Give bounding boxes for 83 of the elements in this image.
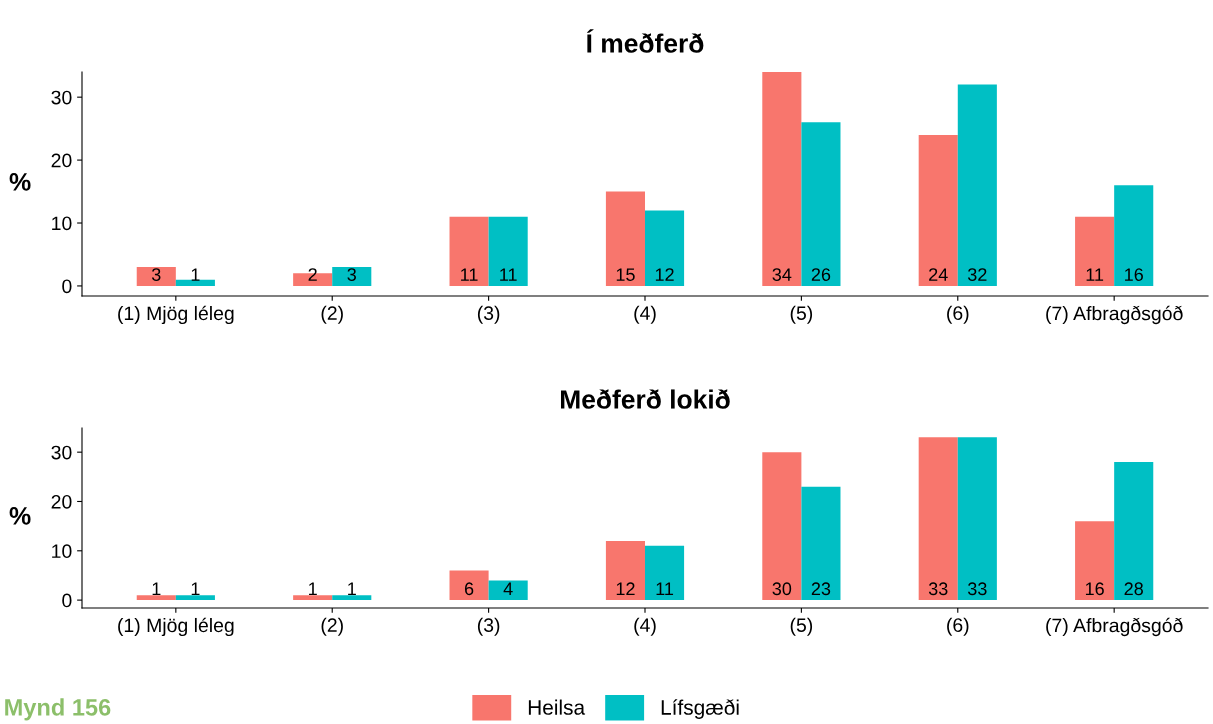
data-label: 15 [616,268,635,281]
chart-title: Meðferð lokið [561,389,730,409]
data-label: 26 [811,268,831,281]
bar [801,122,841,286]
legend-label: Lífsgæði [661,699,739,719]
data-label: 11 [1086,268,1104,281]
data-label: 23 [811,582,831,596]
bar [1075,216,1115,286]
x-tick-label: (6) [947,617,969,636]
data-label: 33 [967,582,987,596]
data-label: 33 [928,582,948,596]
data-label: 11 [500,268,517,281]
bar [449,216,489,286]
data-label: 1 [309,582,317,595]
bar [918,437,958,601]
data-label: 1 [152,582,161,595]
data-label: 6 [464,582,474,596]
y-tick-label: 30 [51,445,72,460]
bar [605,191,645,286]
bar [1075,521,1115,601]
bar [645,545,685,601]
data-label: 11 [461,268,478,281]
x-tick-label: (5) [790,305,813,324]
data-label: 11 [656,582,674,595]
y-tick-label: 10 [52,544,72,559]
x-tick-label: (3) [477,305,500,324]
bar [449,570,489,601]
data-label: 1 [348,582,356,595]
y-tick-label: 20 [51,494,72,509]
x-tick-label: (2) [321,305,343,324]
bar [136,267,176,286]
data-label: 28 [1124,582,1143,596]
x-tick-label: (2) [321,617,343,636]
bar [957,84,997,286]
y-axis-title: % [9,173,31,191]
x-tick-label: (1) Mjög léleg [118,305,234,325]
bar [175,279,215,286]
x-tick-label: (3) [477,617,500,636]
bar [488,580,528,601]
x-tick-label: (4) [634,617,656,636]
y-tick-label: 30 [51,90,72,105]
legend-label: Heilsa [528,699,586,715]
bar [136,595,176,601]
data-label: 1 [191,582,200,595]
data-label: 30 [772,582,792,596]
x-tick-label: (4) [634,305,656,324]
bar [762,452,802,601]
bar [957,437,997,601]
y-tick-label: 0 [62,279,72,294]
data-label: 3 [347,268,356,281]
y-tick-label: 10 [52,216,72,231]
text: Mynd 156 [5,698,111,721]
x-tick-label: (1) Mjög léleg [118,617,234,637]
bar [645,210,685,286]
data-label: 24 [929,268,948,281]
bar [332,595,372,601]
chart-title: Í meðferð [586,29,704,53]
x-tick-label: (7) Afbragðsgóð [1046,617,1183,637]
bar [762,72,802,286]
x-tick-label: (7) Afbragðsgóð [1046,305,1183,325]
data-label: 4 [503,582,513,595]
y-tick-label: 20 [51,153,72,168]
bar [175,595,215,601]
x-tick-label: (6) [947,305,969,324]
data-label: 12 [655,268,674,281]
bar [605,540,645,601]
data-label: 16 [1125,268,1143,281]
y-tick-label: 0 [62,593,72,608]
bar [918,134,958,286]
data-label: 34 [772,268,792,281]
bar [801,486,841,601]
data-label: 12 [616,582,635,595]
bar [332,267,372,286]
bar [1114,185,1154,286]
x-tick-label: (5) [790,617,813,636]
bar [293,595,333,601]
data-label: 1 [191,268,200,281]
y-axis-title: % [9,507,31,525]
data-label: 16 [1085,582,1104,596]
data-label: 3 [151,268,161,281]
data-label: 32 [967,268,987,281]
bar [488,216,528,286]
bar [1114,462,1154,601]
